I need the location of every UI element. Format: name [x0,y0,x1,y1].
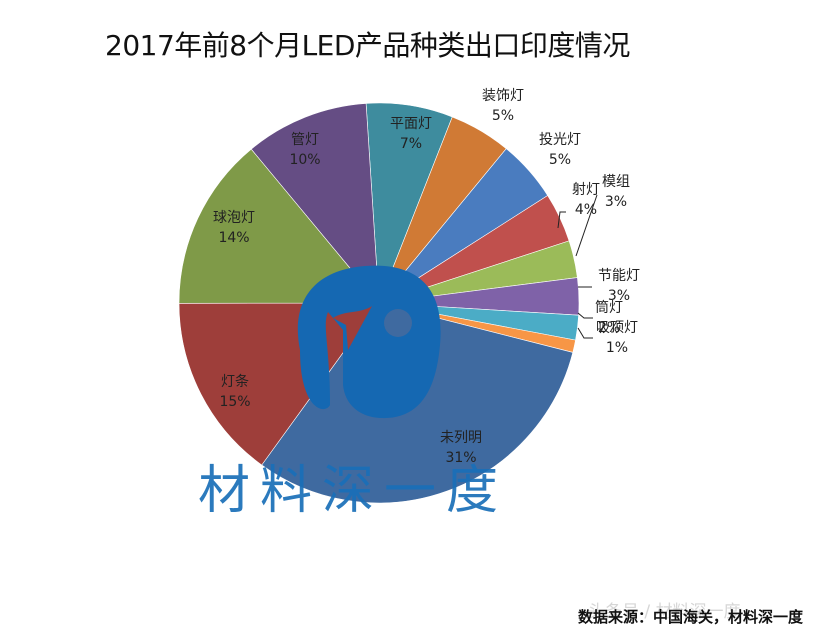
data-label-category: 装饰灯 [482,88,524,104]
data-label-category: 射灯 [572,182,600,198]
data-label: 筒灯 2% [595,298,623,338]
data-label-percent: 5% [548,152,572,168]
data-label-percent: 7% [399,136,423,152]
data-label: 节能灯 3% [598,266,640,306]
watermark-logo [297,265,441,419]
data-label-percent: 3% [607,288,631,304]
watermark-text: 材料深一度 [198,461,509,521]
data-label: 平面灯 7% [390,114,432,154]
data-label-percent: 3% [604,194,628,210]
data-label-percent: 4% [574,202,598,218]
data-label-percent: 1% [605,340,629,356]
data-label: 灯条 15% [219,372,250,412]
watermark-small-text: 头条号 / 材料深一度 [588,602,741,622]
data-label-percent: 2% [597,320,621,336]
pie-slice [178,148,380,304]
data-label-category: 吸顶灯 [596,320,638,336]
data-label: 投光灯 5% [539,130,581,170]
data-label-category: 未列明 [440,430,482,446]
data-label-percent: 14% [218,230,250,246]
data-label-percent: 31% [445,450,477,466]
data-label-percent: 5% [491,108,515,124]
data-label-category: 筒灯 [595,300,623,316]
data-label: 装饰灯 5% [482,86,524,126]
data-label: 球泡灯 14% [213,208,255,248]
data-label-category: 管灯 [291,132,319,148]
data-label-category: 平面灯 [390,116,432,132]
chart-title: 2017年前8个月LED产品种类出口印度情况 [105,29,630,62]
data-label: 模组 3% [602,172,630,212]
data-label-percent: 15% [219,394,251,410]
pie-slice [250,103,380,304]
data-label: 未列明 31% [440,428,482,468]
data-label: 射灯 4% [572,180,600,220]
data-label-category: 模组 [602,174,630,190]
data-source: 数据来源：中国海关，材料深一度 [577,608,803,626]
data-label-category: 节能灯 [598,268,640,284]
data-label-category: 投光灯 [539,132,581,148]
data-label-category: 灯条 [221,374,249,390]
data-label-percent: 10% [289,152,321,168]
data-label-category: 球泡灯 [213,210,255,226]
data-label: 吸顶灯 1% [596,318,638,358]
data-label: 管灯 10% [289,130,320,170]
pie-slice [178,302,380,466]
leader-lines [557,194,598,339]
